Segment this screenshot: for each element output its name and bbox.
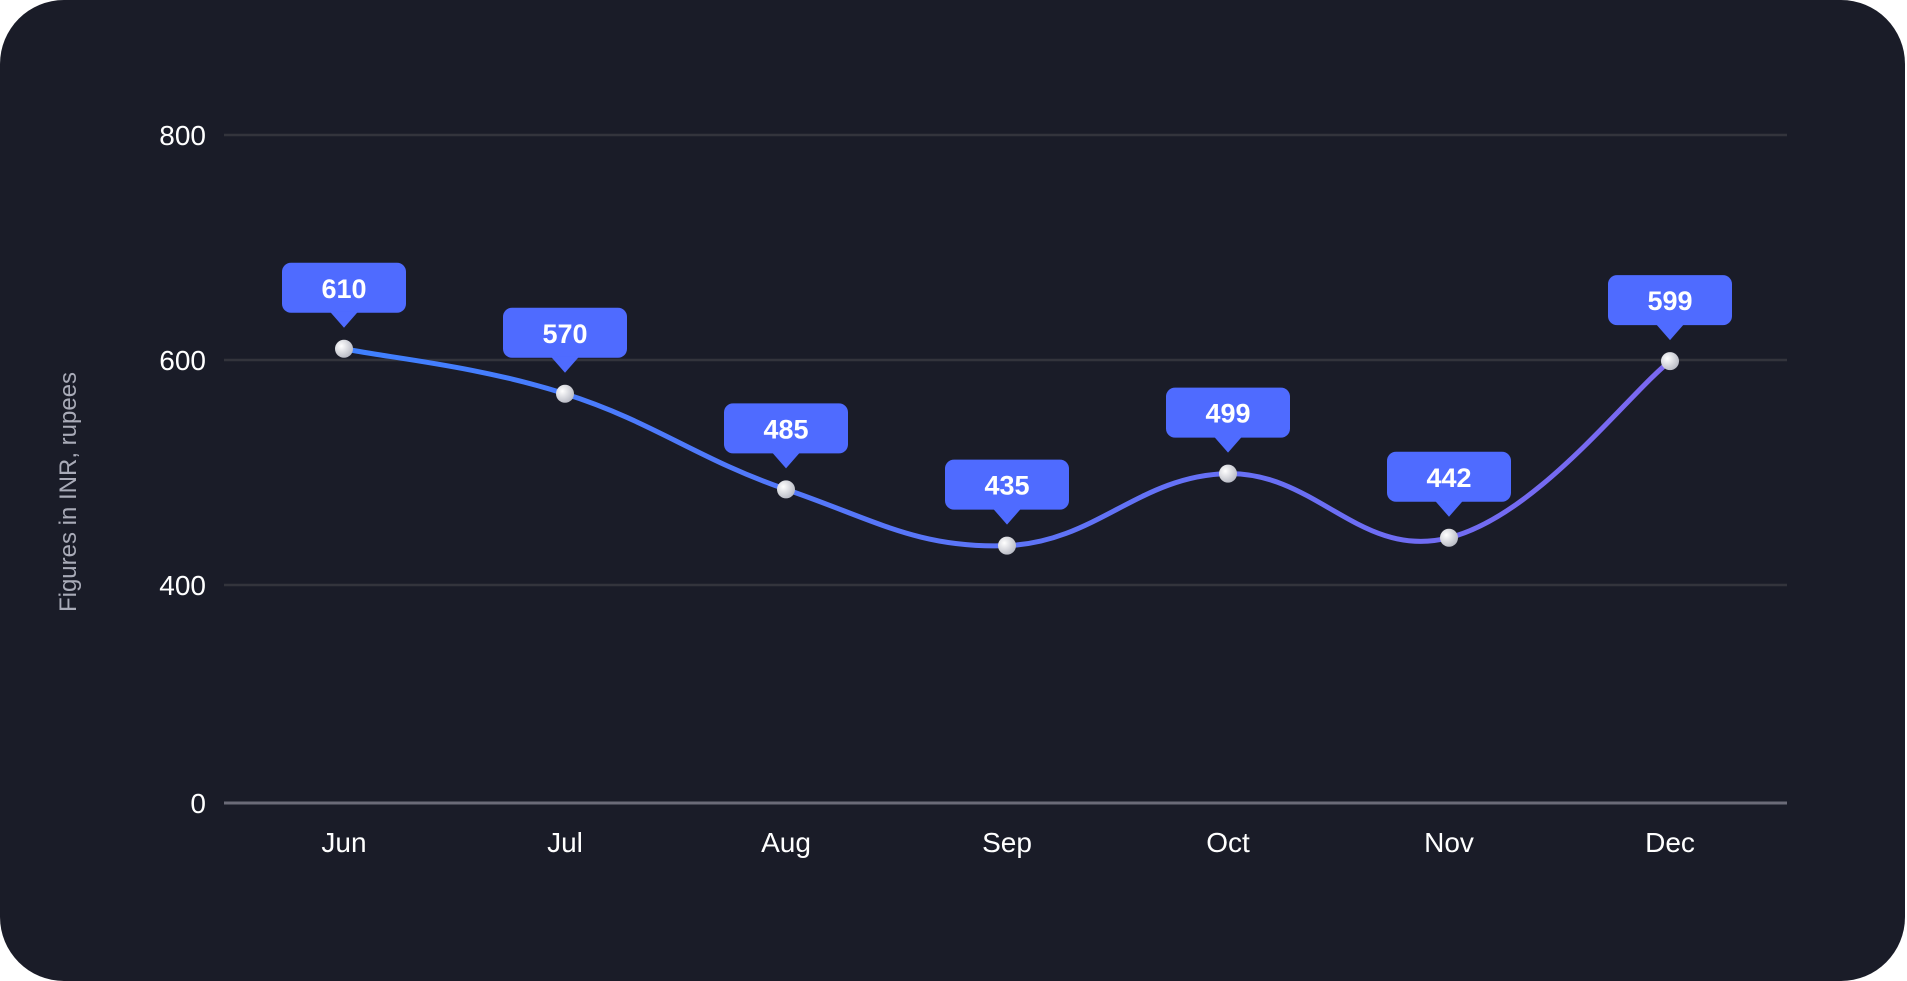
- tooltip-arrow: [772, 452, 800, 469]
- x-tick-label: Nov: [1424, 827, 1474, 858]
- data-label: 485: [763, 414, 808, 444]
- data-point-nov[interactable]: 442: [1387, 451, 1511, 547]
- x-tick-label: Jul: [547, 827, 583, 858]
- point-marker[interactable]: [1440, 528, 1458, 547]
- point-marker[interactable]: [1661, 352, 1679, 371]
- data-point-dec[interactable]: 599: [1608, 275, 1732, 371]
- tooltip-arrow: [993, 508, 1021, 525]
- point-marker[interactable]: [998, 536, 1016, 555]
- data-point-jun[interactable]: 610: [282, 262, 406, 358]
- tooltip-arrow: [330, 311, 358, 328]
- value-tooltip: [945, 459, 1069, 510]
- value-tooltip: [282, 262, 406, 313]
- tooltip-arrow: [1435, 500, 1463, 517]
- x-tick-label: Oct: [1206, 827, 1250, 858]
- tooltip-arrow: [551, 356, 579, 373]
- value-tooltip: [503, 307, 627, 358]
- y-axis-label: Figures in INR, rupees: [55, 372, 82, 612]
- point-marker[interactable]: [335, 339, 353, 358]
- x-tick-label: Dec: [1645, 827, 1695, 858]
- point-marker[interactable]: [556, 384, 574, 403]
- tooltip-arrow: [1214, 436, 1242, 453]
- value-tooltip: [1166, 387, 1290, 438]
- data-label: 442: [1426, 463, 1471, 493]
- y-tick-label: 400: [159, 570, 206, 601]
- data-label: 599: [1647, 286, 1692, 316]
- value-tooltip: [1387, 451, 1511, 502]
- y-tick-label: 0: [190, 788, 206, 819]
- value-tooltip: [724, 403, 848, 454]
- point-marker[interactable]: [1219, 464, 1237, 483]
- data-label: 610: [321, 274, 366, 304]
- point-marker[interactable]: [777, 480, 795, 499]
- x-tick-label: Aug: [761, 827, 811, 858]
- data-label: 570: [542, 319, 587, 349]
- data-point-aug[interactable]: 485: [724, 403, 848, 499]
- y-tick-label: 600: [159, 345, 206, 376]
- data-point-oct[interactable]: 499: [1166, 387, 1290, 483]
- data-point-sep[interactable]: 435: [945, 459, 1069, 555]
- x-tick-label: Jun: [321, 827, 366, 858]
- value-tooltip: [1608, 275, 1732, 326]
- data-label: 435: [984, 471, 1029, 501]
- y-tick-label: 800: [159, 120, 206, 151]
- data-point-jul[interactable]: 570: [503, 307, 627, 403]
- data-label: 499: [1205, 399, 1250, 429]
- x-tick-label: Sep: [982, 827, 1032, 858]
- tooltip-arrow: [1656, 324, 1684, 341]
